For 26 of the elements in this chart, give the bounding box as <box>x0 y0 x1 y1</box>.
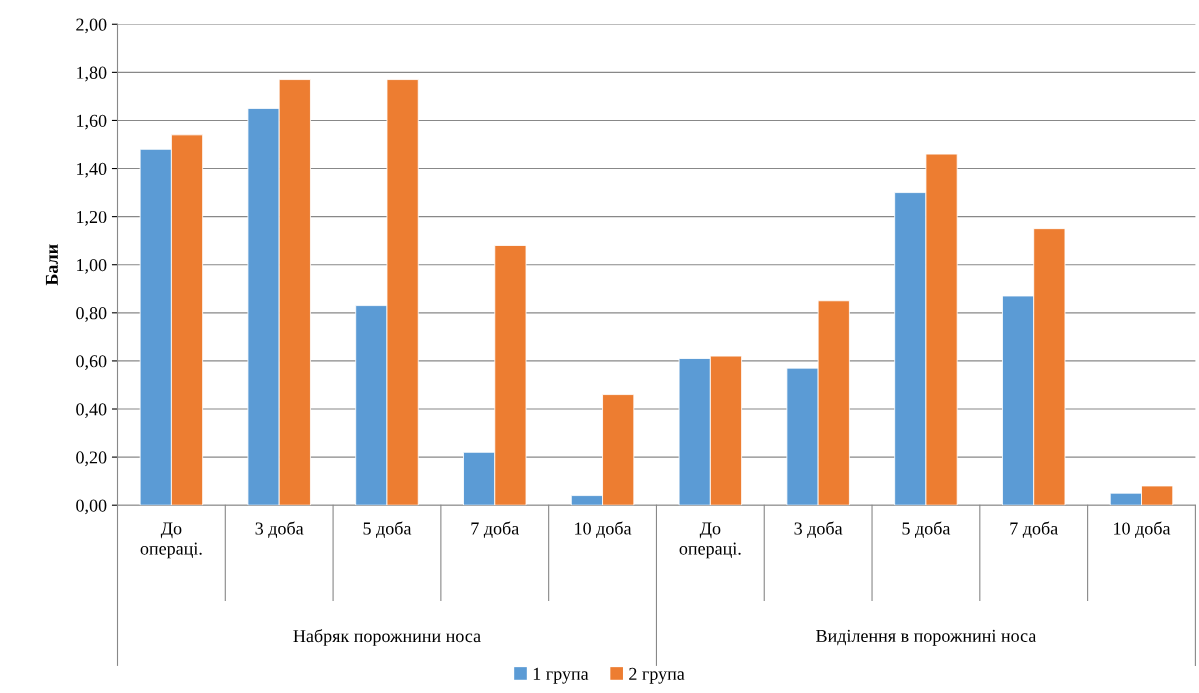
legend-label: 2 група <box>629 667 685 684</box>
legend-label: 1 група <box>533 667 589 684</box>
x-tick-label: 10 доба <box>1114 521 1171 538</box>
x-tick-label: 5 доба <box>902 521 951 538</box>
y-tick-label: 0,40 <box>76 403 107 419</box>
x-tick-label: 3 доба <box>255 521 304 538</box>
x-tick-label: 5 доба <box>363 521 412 538</box>
y-tick-label: 1,80 <box>77 66 107 82</box>
text: Набряк порожнини носа <box>293 629 481 646</box>
text: Виділення в порожнині носа <box>816 629 1037 646</box>
x-tick-label: До операці. <box>140 522 202 559</box>
y-tick-label: 0,60 <box>76 355 107 370</box>
y-tick-label: 1,00 <box>77 258 107 274</box>
y-tick-label: 0,20 <box>76 451 107 467</box>
y-tick-label: 2,00 <box>76 18 107 34</box>
y-tick-label: 1,20 <box>77 210 107 226</box>
x-tick-label: До операці. <box>679 522 741 559</box>
y-tick-label: 1,40 <box>77 162 107 178</box>
x-tick-label: 10 доба <box>575 521 632 538</box>
x-tick-label: 3 доба <box>794 521 843 538</box>
x-tick-label: 7 доба <box>1010 521 1058 538</box>
y-axis-title: Бали <box>45 244 58 286</box>
y-tick-label: 1,60 <box>77 114 107 130</box>
y-tick-label: 0,80 <box>76 307 107 322</box>
y-tick-label: 0,00 <box>76 499 107 515</box>
x-tick-label: 7 доба <box>471 521 519 538</box>
